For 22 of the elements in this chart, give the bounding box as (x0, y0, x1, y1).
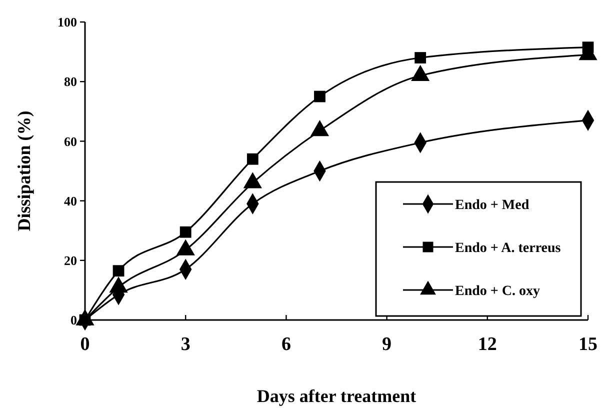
point (246, 153, 258, 165)
y-tick-label: 100 (58, 14, 77, 30)
x-tick-label: 6 (281, 334, 291, 355)
y-tick-label: 20 (64, 252, 77, 268)
x-tick-label: 15 (578, 334, 598, 355)
legend-label: Endo + A. terreus (455, 240, 562, 256)
x-tick-label: 3 (180, 334, 190, 355)
point (314, 90, 326, 102)
y-tick-label: 80 (64, 74, 77, 90)
y-axis-title: Dissipation (%) (14, 110, 34, 232)
legend-label: Endo + Med (455, 198, 530, 213)
x-tick-label: 0 (80, 334, 90, 355)
x-tick-label: 9 (382, 334, 392, 355)
y-tick-label: 40 (64, 193, 77, 208)
x-axis-title: Days after treatment (256, 386, 416, 406)
point (180, 226, 192, 238)
point (414, 52, 426, 64)
y-tick-label: 0 (70, 312, 77, 328)
legend-label: Endo + C. oxy (455, 284, 540, 299)
x-tick-label: 12 (478, 334, 497, 355)
point (112, 265, 124, 277)
y-tick-label: 60 (64, 134, 77, 149)
